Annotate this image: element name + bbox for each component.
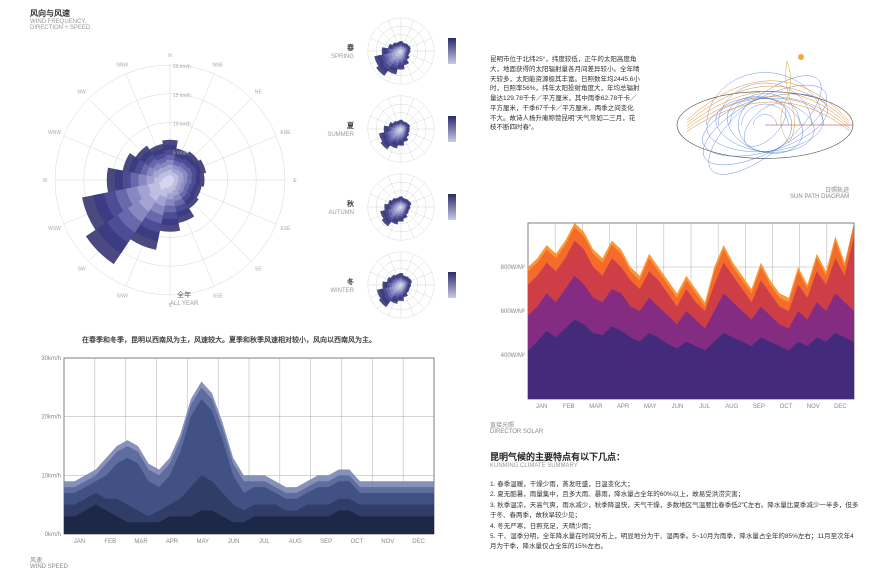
solar-chart: 400W/M² 600W/M² 800W/M² JAN FEB MAR APR MAY JUN J… [490, 215, 860, 415]
svg-text:SW: SW [78, 266, 86, 272]
svg-text:ENE: ENE [280, 130, 291, 136]
solar-label: 直接光照DIRECTOR SOLAR [490, 420, 543, 435]
svg-text:OCT: OCT [780, 404, 793, 410]
svg-text:JUL: JUL [259, 539, 270, 545]
svg-text:NW: NW [77, 90, 86, 96]
mini-rose-legend-bar [448, 194, 456, 220]
summary-point: 4. 冬无严寒，日照充足，天晴少雨； [490, 522, 860, 532]
svg-text:FEB: FEB [104, 539, 116, 545]
mini-rose [360, 88, 442, 170]
svg-text:W: W [43, 178, 48, 184]
svg-text:WNW: WNW [48, 130, 61, 136]
svg-text:10 km/h: 10 km/h [173, 122, 191, 128]
svg-text:15 km/h: 15 km/h [173, 93, 191, 99]
sun-path-label: 日照轨迹SUN PATH DIAGRAM [790, 185, 849, 200]
mini-rose-label: 秋AUTUMN [310, 199, 354, 216]
svg-text:NOV: NOV [381, 539, 394, 545]
mini-rose-legend-bar [448, 116, 456, 142]
wind-speed-chart: 0km/h 10km/h 20km/h 30km/h JAN FEB MAR APR MAY JU… [30, 350, 440, 550]
mini-rose [360, 166, 442, 248]
svg-text:0km/h: 0km/h [45, 532, 61, 538]
svg-text:NE: NE [255, 90, 263, 96]
kunming-description: 昆明市位于北纬25°，纬度较低，正午的太阳高度角大，地面获得的太阳辐射量各月间差… [490, 55, 640, 133]
svg-text:AUG: AUG [289, 539, 302, 545]
summary-title: 昆明气候的主要特点有以下几点： KUNMING CLIMATE SUMMARY [490, 450, 625, 469]
svg-text:800W/M²: 800W/M² [501, 265, 525, 271]
sun-path-diagram [655, 15, 865, 185]
svg-text:E: E [293, 178, 297, 184]
svg-text:30km/h: 30km/h [41, 356, 61, 362]
summary-point: 3. 秋季温凉，天高气爽，雨水减少，秋季降温快，天气干燥，多数地区气温要比春季低… [490, 501, 860, 522]
wind-note: 在春季和冬季，昆明以西南风为主，风速较大。夏季和秋季风速相对较小，风向以西南风为… [82, 335, 376, 345]
svg-text:FEB: FEB [563, 404, 575, 410]
summary-point: 5. 干、湿季分明，全年降水量在时间分布上，明显地分为干、湿两季。5~10月为雨… [490, 532, 860, 553]
wind-rose-main: NNNENEENEEESESESSESSSWSWWSWWWNWNWNNW5 km… [30, 40, 310, 320]
svg-text:SEP: SEP [320, 539, 332, 545]
svg-text:AUG: AUG [725, 404, 738, 410]
svg-text:MAY: MAY [196, 539, 209, 545]
summary-point: 2. 夏无酷暑，雨量集中，且多大雨、暴雨，降水量占全年的60%以上，故易受洪涝灾… [490, 490, 860, 500]
svg-text:20km/h: 20km/h [41, 415, 61, 421]
svg-text:NNE: NNE [213, 63, 224, 69]
svg-text:NOV: NOV [807, 404, 820, 410]
svg-text:OCT: OCT [351, 539, 364, 545]
svg-text:MAR: MAR [589, 404, 603, 410]
mini-roses: 春SPRING 夏SUMMER 秋AUTUMN 冬WINTER [310, 12, 456, 324]
svg-text:JAN: JAN [536, 404, 547, 410]
mini-rose [360, 10, 442, 92]
wind-rose-title: 风向与风速 WIND FREQUENCY, DIRECTION + SPEED [30, 8, 90, 31]
wind-speed-label: 风速WIND SPEED [30, 555, 68, 570]
mini-rose-label: 夏SUMMER [310, 121, 354, 138]
svg-text:SEP: SEP [753, 404, 765, 410]
mini-rose-label: 冬WINTER [310, 277, 354, 294]
svg-text:SSE: SSE [213, 293, 224, 299]
svg-text:APR: APR [617, 404, 630, 410]
svg-text:MAY: MAY [644, 404, 657, 410]
svg-text:MAR: MAR [134, 539, 148, 545]
svg-text:JUN: JUN [672, 404, 684, 410]
svg-text:20 km/h: 20 km/h [173, 64, 191, 70]
svg-text:JUL: JUL [699, 404, 710, 410]
rose-main-label: 全年ALL YEAR [170, 290, 198, 307]
svg-text:SSW: SSW [116, 293, 128, 299]
svg-text:5 km/h: 5 km/h [173, 150, 188, 156]
mini-rose-legend-bar [448, 272, 456, 298]
mini-rose [360, 244, 442, 326]
svg-text:DEC: DEC [412, 539, 425, 545]
svg-text:400W/M²: 400W/M² [501, 353, 525, 359]
summary-point: 1. 春季温暖，干燥少雨，蒸发旺盛，日温变化大； [490, 480, 860, 490]
svg-text:ESE: ESE [280, 226, 291, 232]
summary-body: 1. 春季温暖，干燥少雨，蒸发旺盛，日温变化大；2. 夏无酷暑，雨量集中，且多大… [490, 480, 860, 553]
svg-text:N: N [168, 53, 172, 59]
svg-text:600W/M²: 600W/M² [501, 309, 525, 315]
svg-text:SE: SE [255, 266, 262, 272]
svg-text:JAN: JAN [74, 539, 85, 545]
mini-rose-label: 春SPRING [310, 43, 354, 60]
svg-text:NNW: NNW [116, 63, 128, 69]
svg-text:DEC: DEC [834, 404, 847, 410]
mini-rose-legend-bar [448, 38, 456, 64]
svg-text:JUN: JUN [228, 539, 240, 545]
svg-text:APR: APR [166, 539, 179, 545]
svg-text:10km/h: 10km/h [41, 473, 61, 479]
svg-text:WSW: WSW [48, 226, 61, 232]
